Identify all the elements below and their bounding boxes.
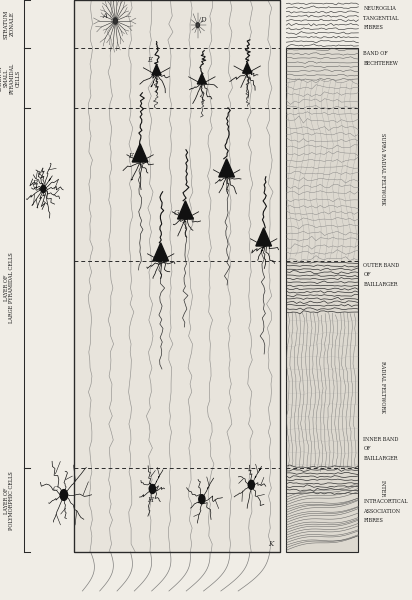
Polygon shape <box>219 159 234 177</box>
Text: BAND OF: BAND OF <box>363 51 388 56</box>
Polygon shape <box>197 73 206 84</box>
Circle shape <box>113 18 117 24</box>
Text: F: F <box>129 152 133 160</box>
Bar <box>286 48 358 552</box>
Text: OF: OF <box>363 446 371 451</box>
Text: INTRACORTICAL: INTRACORTICAL <box>363 499 408 504</box>
Text: NEUROGLIA: NEUROGLIA <box>363 6 396 11</box>
Text: INTER: INTER <box>380 481 385 497</box>
Text: STRATUM
ZONALE: STRATUM ZONALE <box>4 10 14 38</box>
Circle shape <box>149 485 155 493</box>
Text: BECHTEREW: BECHTEREW <box>363 61 398 65</box>
Text: OF: OF <box>363 272 371 277</box>
Text: E: E <box>147 56 152 64</box>
Text: H: H <box>147 496 154 504</box>
Polygon shape <box>178 201 193 219</box>
Polygon shape <box>152 64 161 75</box>
Circle shape <box>248 480 254 490</box>
Polygon shape <box>132 144 148 162</box>
Circle shape <box>196 23 199 28</box>
Bar <box>74 0 280 552</box>
Text: LAYER OF
SMALL
PYRAMIDAL
CELLS: LAYER OF SMALL PYRAMIDAL CELLS <box>0 62 20 94</box>
Circle shape <box>41 185 46 193</box>
Polygon shape <box>153 243 169 261</box>
Circle shape <box>60 490 68 500</box>
Text: BAILLARGER: BAILLARGER <box>363 282 398 287</box>
Text: C: C <box>52 485 58 493</box>
Circle shape <box>199 494 205 503</box>
Text: INNER BAND: INNER BAND <box>363 437 399 442</box>
Text: K: K <box>268 540 273 548</box>
Text: BAILLARGER: BAILLARGER <box>363 456 398 461</box>
Text: OUTER BAND: OUTER BAND <box>363 263 400 268</box>
Text: SUPRA RADIAL FELTWORK: SUPRA RADIAL FELTWORK <box>380 133 385 205</box>
Text: G: G <box>174 209 180 217</box>
Text: A: A <box>103 12 108 20</box>
Text: RADIAL FELTWORK: RADIAL FELTWORK <box>380 361 385 413</box>
Polygon shape <box>243 62 252 73</box>
Text: LAYER OF
LARGE PYRAMIDAL CELLS: LAYER OF LARGE PYRAMIDAL CELLS <box>4 253 14 323</box>
Polygon shape <box>256 228 272 246</box>
Text: B: B <box>32 179 37 187</box>
Text: LAYER OF
POLYMORPHIC CELLS: LAYER OF POLYMORPHIC CELLS <box>4 472 14 530</box>
Bar <box>74 0 280 552</box>
Text: D: D <box>200 16 206 24</box>
Text: FIBRES: FIBRES <box>363 518 383 523</box>
Text: ASSOCIATION: ASSOCIATION <box>363 509 400 514</box>
Text: FIBRES: FIBRES <box>363 25 383 30</box>
Text: TANGENTIAL: TANGENTIAL <box>363 16 399 20</box>
